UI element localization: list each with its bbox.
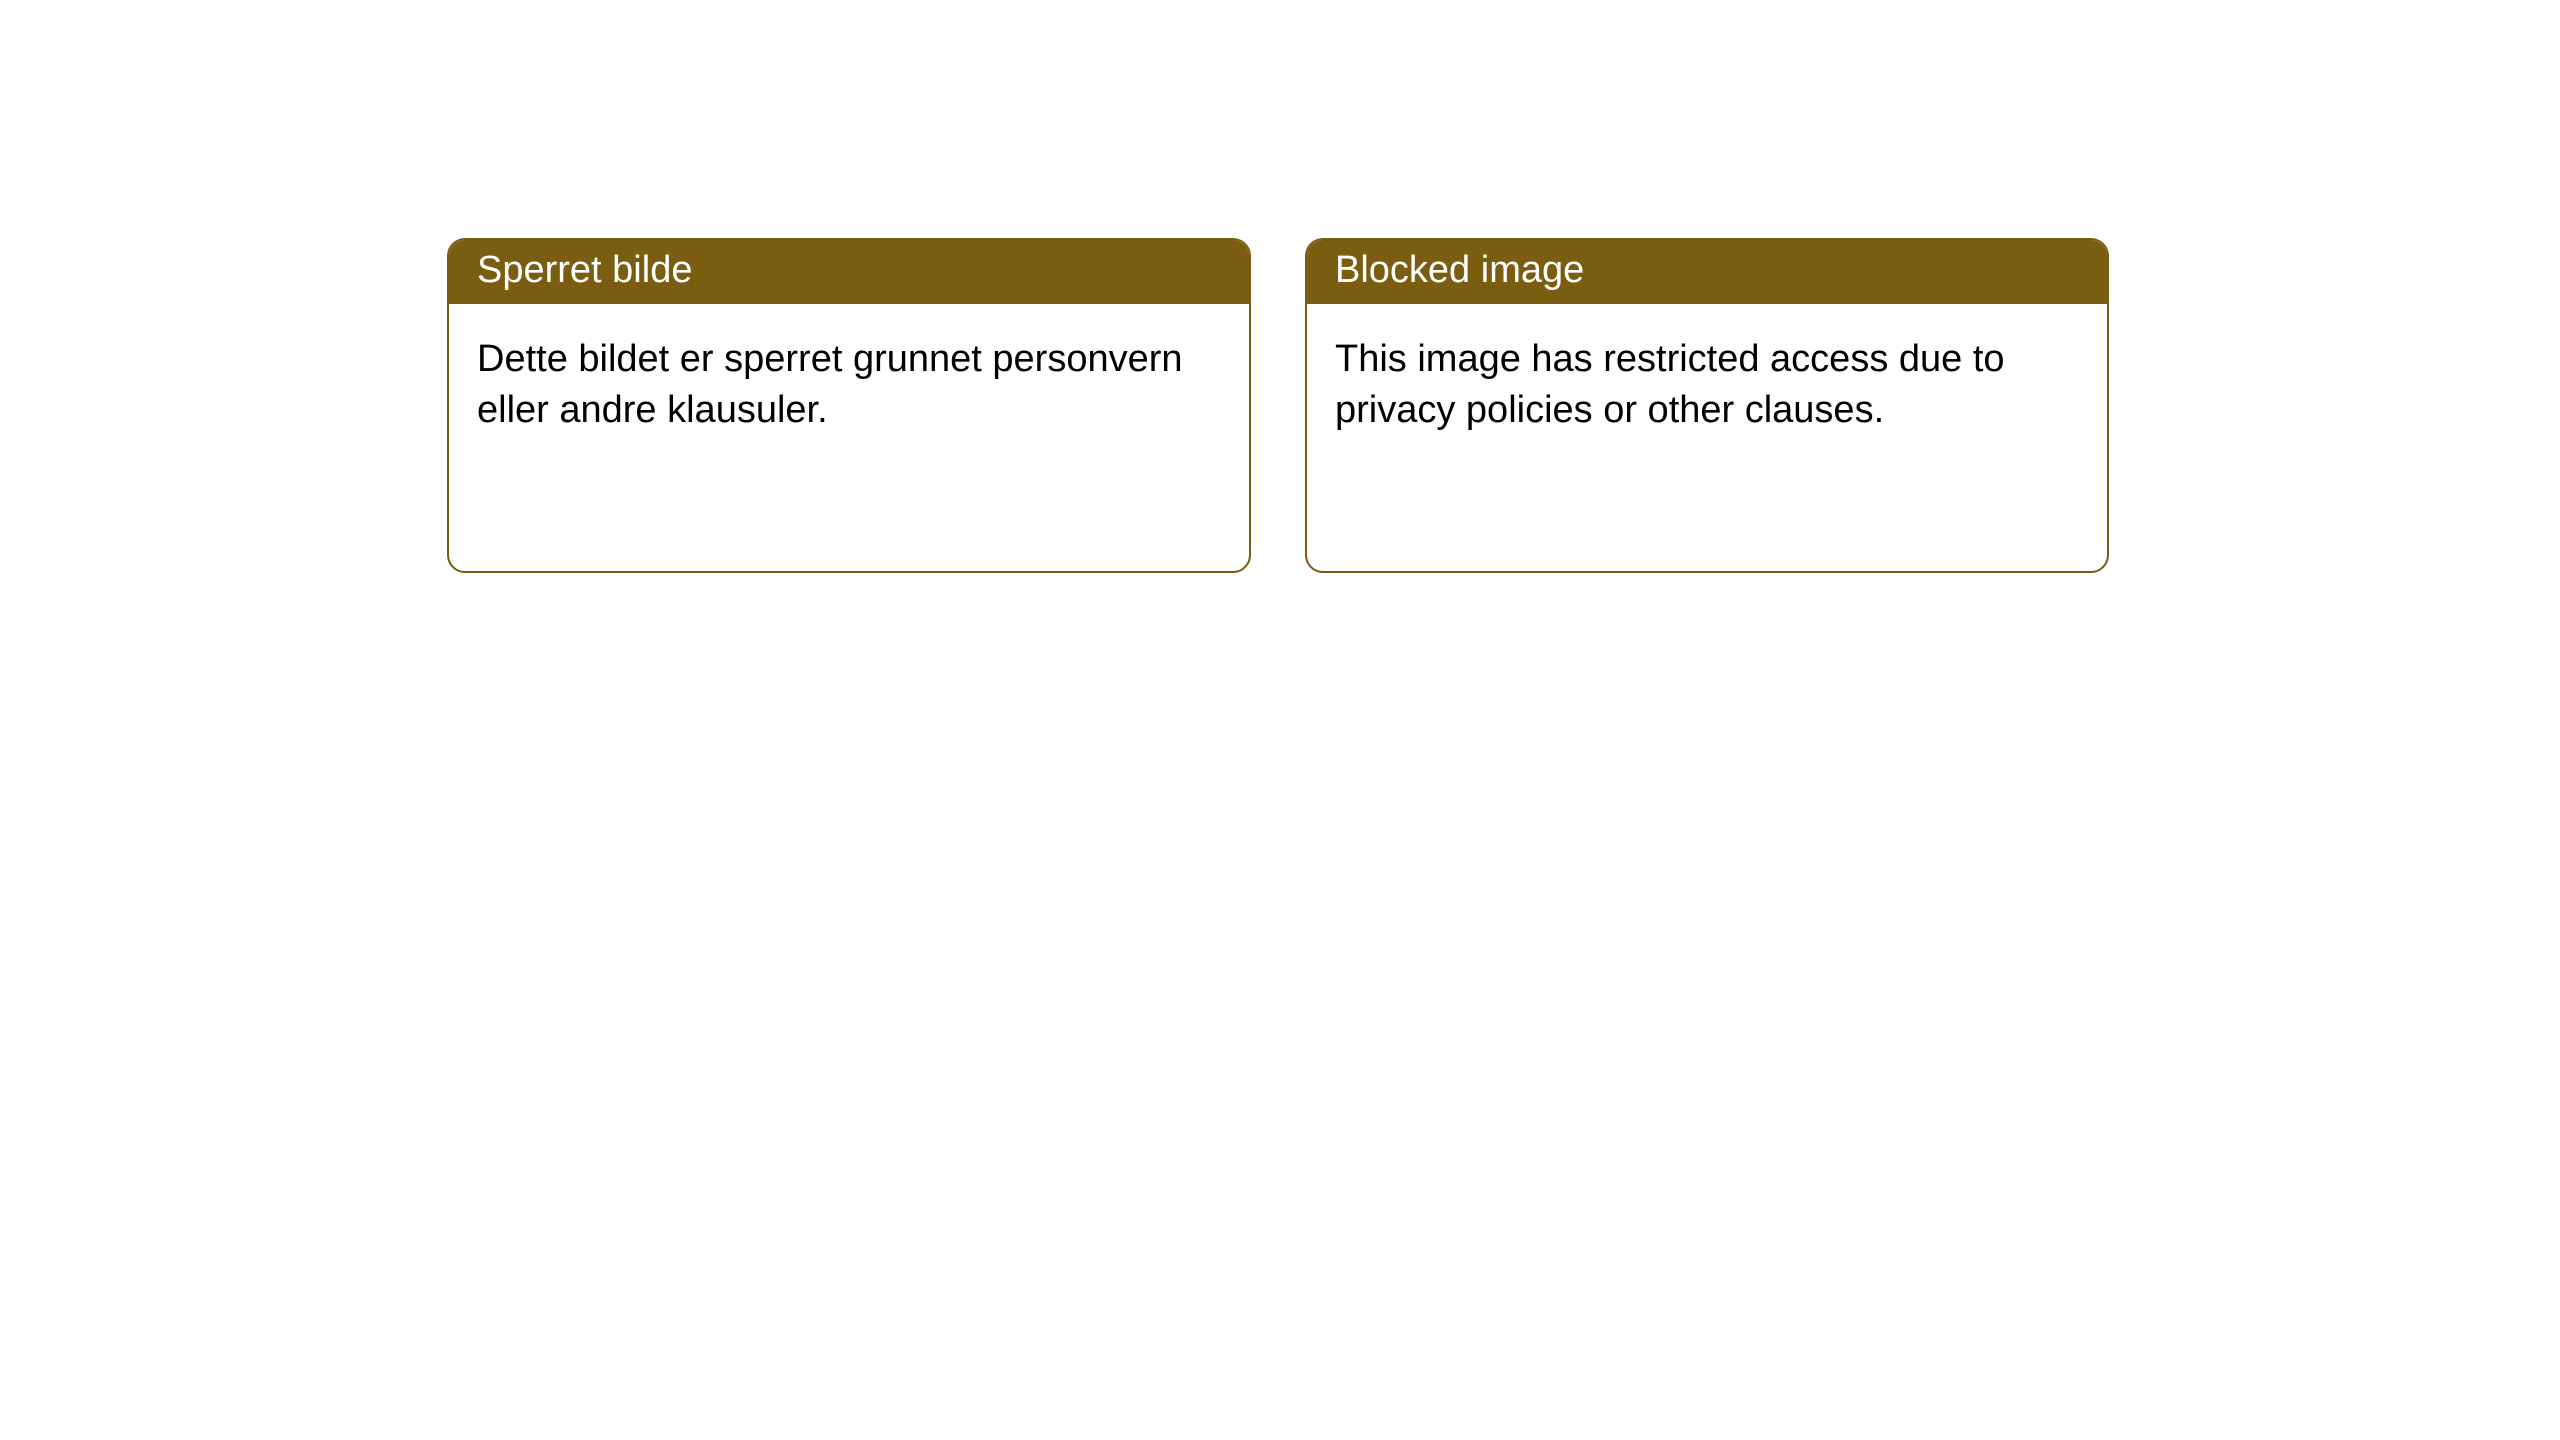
notice-cards-container: Sperret bilde Dette bildet er sperret gr…	[0, 0, 2560, 573]
card-header-no: Sperret bilde	[449, 240, 1249, 304]
card-body-no: Dette bildet er sperret grunnet personve…	[449, 304, 1249, 467]
card-header-en: Blocked image	[1307, 240, 2107, 304]
blocked-image-card-no: Sperret bilde Dette bildet er sperret gr…	[447, 238, 1251, 573]
blocked-image-card-en: Blocked image This image has restricted …	[1305, 238, 2109, 573]
card-body-en: This image has restricted access due to …	[1307, 304, 2107, 467]
